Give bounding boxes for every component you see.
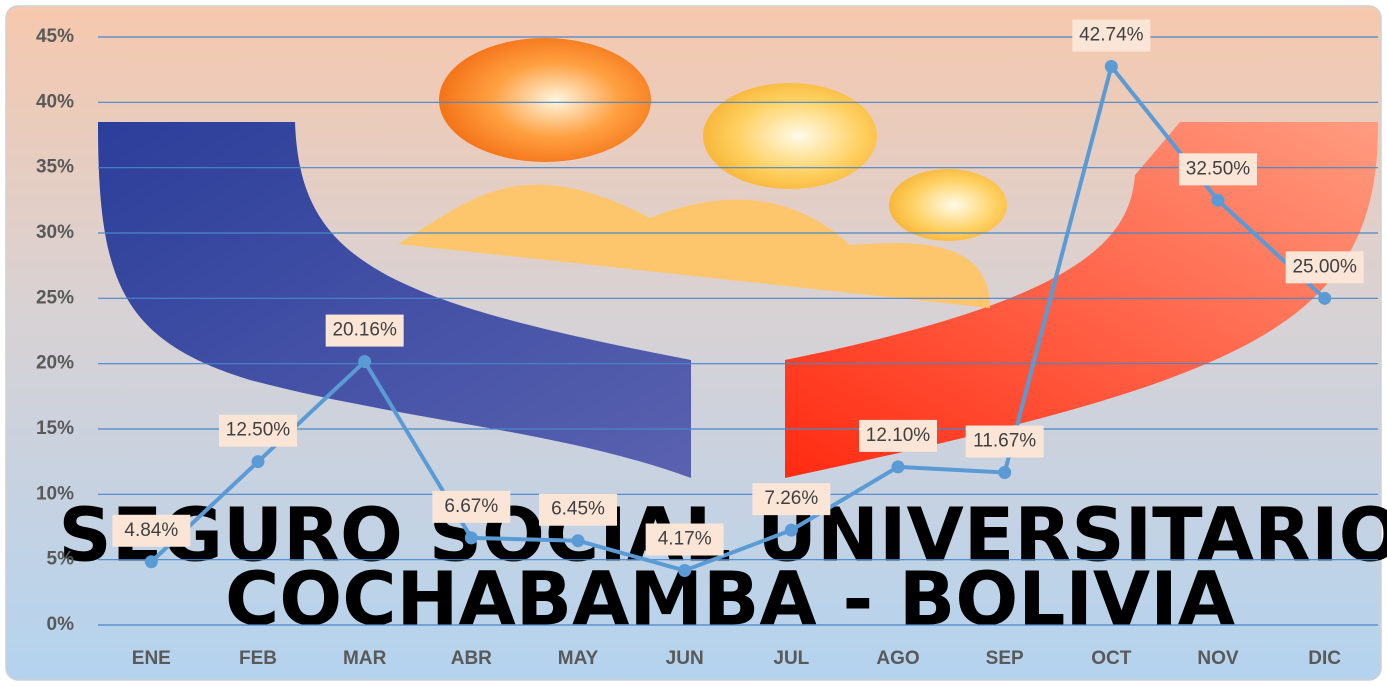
- data-label: 11.67%: [973, 431, 1036, 452]
- data-point: [1105, 60, 1118, 73]
- data-point: [1318, 292, 1331, 305]
- chart: SEGURO SOCIAL UNIVERSITARIO COCHABAMBA -…: [0, 0, 1387, 686]
- data-label: 20.16%: [332, 320, 397, 341]
- x-tick-label: JUL: [773, 648, 809, 669]
- y-tick-label: 30%: [36, 222, 74, 243]
- data-point: [785, 524, 798, 537]
- y-tick-label: 25%: [36, 287, 74, 308]
- x-tick-label: MAY: [558, 648, 599, 669]
- data-point: [1212, 194, 1225, 207]
- data-label: 6.67%: [444, 496, 498, 517]
- x-tick-label: MAR: [343, 648, 387, 669]
- data-label: 4.17%: [658, 529, 712, 550]
- x-tick-label: JUN: [666, 648, 704, 669]
- data-point: [998, 466, 1011, 479]
- x-tick-label: OCT: [1091, 648, 1132, 669]
- data-point: [145, 555, 158, 568]
- data-label: 42.74%: [1079, 25, 1144, 46]
- data-label: 25.00%: [1292, 256, 1357, 277]
- x-tick-label: ABR: [451, 648, 492, 669]
- y-tick-label: 10%: [36, 483, 74, 504]
- data-label: 7.26%: [764, 488, 818, 509]
- data-point: [358, 355, 371, 368]
- watermark: COCHABAMBA - BOLIVIA: [225, 557, 1235, 643]
- x-tick-label: DIC: [1308, 648, 1341, 669]
- y-tick-label: 35%: [36, 157, 74, 178]
- x-tick-label: FEB: [239, 648, 277, 669]
- x-tick-label: ENE: [132, 648, 171, 669]
- y-tick-label: 45%: [36, 26, 74, 47]
- x-tick-label: SEP: [986, 648, 1024, 669]
- data-point: [252, 455, 265, 468]
- data-label: 12.10%: [866, 425, 931, 446]
- data-label: 32.50%: [1186, 158, 1251, 179]
- y-tick-label: 15%: [36, 418, 74, 439]
- data-point: [892, 460, 905, 473]
- y-tick-label: 5%: [47, 549, 75, 570]
- y-tick-label: 0%: [47, 614, 75, 635]
- data-label: 4.84%: [124, 520, 178, 541]
- data-label: 12.50%: [226, 420, 291, 441]
- x-tick-label: NOV: [1197, 648, 1239, 669]
- data-point: [465, 531, 478, 544]
- y-tick-label: 20%: [36, 353, 74, 374]
- y-tick-label: 40%: [36, 91, 74, 112]
- data-point: [572, 534, 585, 547]
- data-label: 6.45%: [551, 499, 605, 520]
- data-point: [678, 564, 691, 577]
- x-tick-label: AGO: [876, 648, 919, 669]
